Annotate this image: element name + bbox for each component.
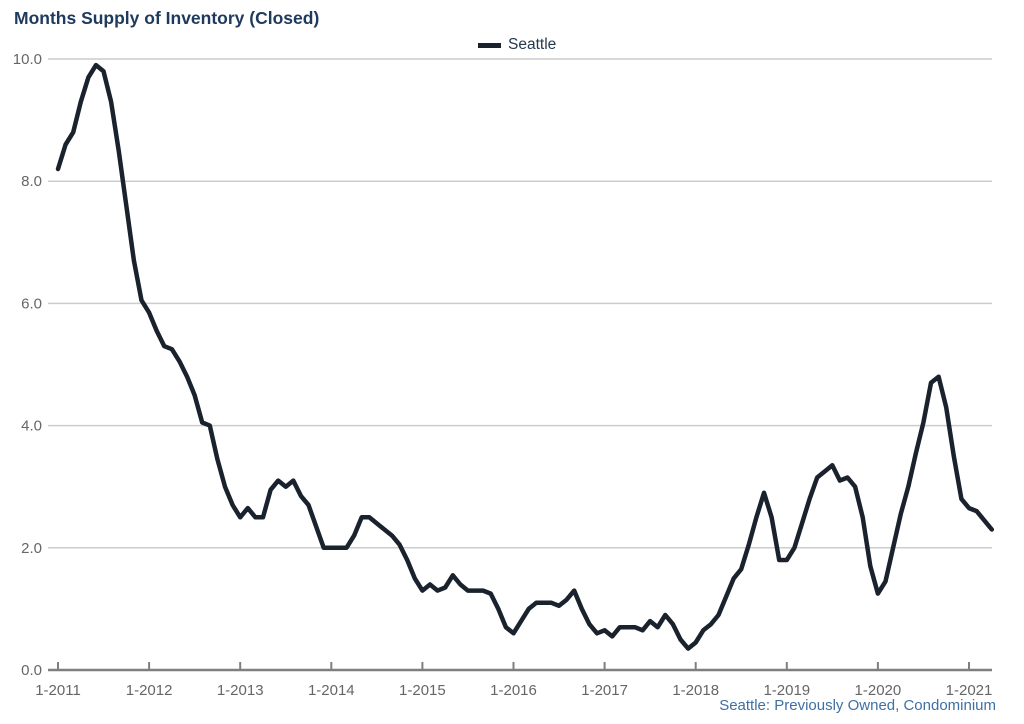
y-axis-tick-label: 0.0 xyxy=(21,662,42,679)
y-axis-tick-label: 6.0 xyxy=(21,295,42,312)
chart-title: Months Supply of Inventory (Closed) xyxy=(14,8,320,28)
legend-line-swatch-icon xyxy=(478,42,501,48)
x-axis-tick-label: 1-2011 xyxy=(35,682,81,699)
x-axis-tick-label: 1-2015 xyxy=(399,682,446,699)
y-axis-tick-label: 8.0 xyxy=(21,173,42,190)
x-axis-tick-label: 1-2020 xyxy=(855,682,902,699)
y-axis-tick-label: 10.0 xyxy=(13,51,42,68)
x-axis-tick-label: 1-2016 xyxy=(490,682,537,699)
seattle-series-line xyxy=(55,62,995,651)
x-axis-tick-label: 1-2012 xyxy=(126,682,173,699)
x-axis-tick-label: 1-2019 xyxy=(763,682,810,699)
x-axis-tick-label: 1-2017 xyxy=(581,682,628,699)
legend: Seattle xyxy=(478,36,556,54)
legend-label: Seattle xyxy=(508,36,557,53)
x-axis-tick-label: 1-2018 xyxy=(672,682,719,699)
y-axis-tick-label: 2.0 xyxy=(21,540,42,557)
x-axis-tick-label: 1-2014 xyxy=(308,682,355,699)
footnote: Seattle: Previously Owned, Condominium xyxy=(719,697,996,714)
x-axis-tick-label: 1-2013 xyxy=(217,682,264,699)
x-axis-tick-label: 1-2021 xyxy=(946,682,993,699)
y-axis-tick-label: 4.0 xyxy=(21,418,42,435)
